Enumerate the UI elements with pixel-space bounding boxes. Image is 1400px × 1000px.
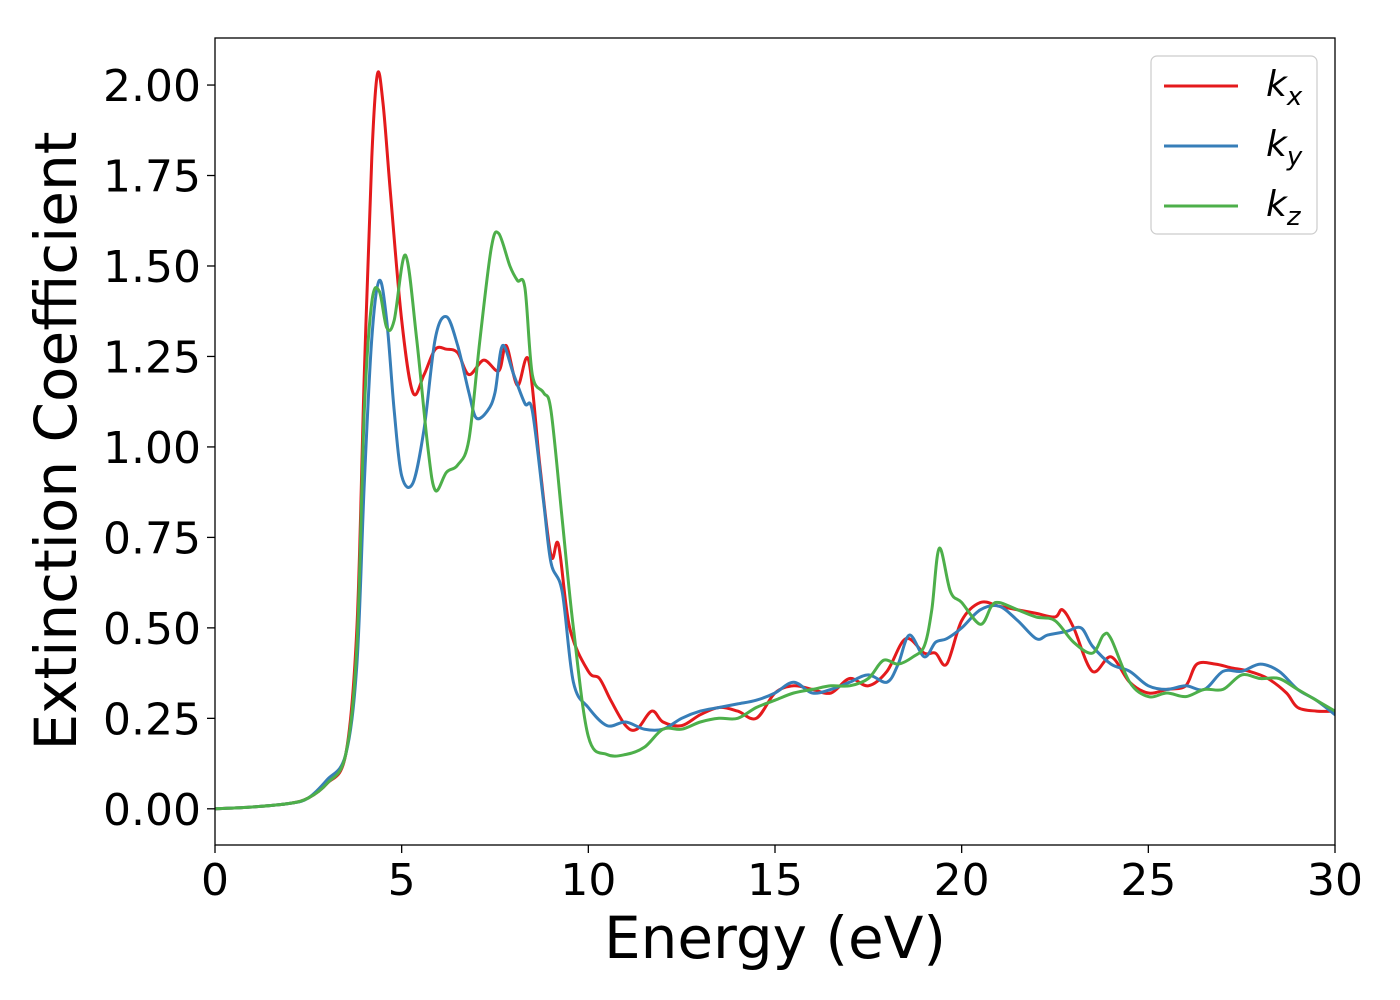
- series-line-x: [215, 70, 1335, 811]
- legend-label-x: kx: [1266, 64, 1303, 112]
- y-tick-label: 0.50: [103, 604, 201, 655]
- y-tick-label: 2.00: [103, 61, 201, 112]
- legend-label-y: ky: [1266, 124, 1303, 172]
- y-tick-label: 0.75: [103, 513, 201, 564]
- x-tick-label: 10: [560, 855, 616, 906]
- legend-label-z: kz: [1266, 184, 1302, 232]
- legend: kx ky kz: [1150, 55, 1318, 235]
- x-tick-label: 15: [747, 855, 803, 906]
- x-tick-label: 20: [934, 855, 990, 906]
- x-tick-label: 5: [388, 855, 416, 906]
- y-axis-title: Extinction Coefficient: [22, 132, 90, 751]
- y-tick-label: 1.00: [103, 423, 201, 474]
- y-tick-label: 1.75: [103, 152, 201, 203]
- y-tick-label: 1.25: [103, 332, 201, 383]
- series-layer: [215, 70, 1335, 811]
- x-tick-label: 25: [1120, 855, 1176, 906]
- x-axis: 0 5 10 15 20 25 30: [201, 845, 1363, 906]
- y-axis: 0.00 0.25 0.50 0.75 1.00 1.25 1.50 1.75 2.00: [103, 61, 215, 836]
- x-tick-label: 30: [1307, 855, 1363, 906]
- x-tick-label: 0: [201, 855, 229, 906]
- y-tick-label: 0.25: [103, 694, 201, 745]
- x-axis-title: Energy (eV): [604, 904, 946, 972]
- y-tick-label: 1.50: [103, 242, 201, 293]
- y-tick-label: 0.00: [103, 785, 201, 836]
- series-line-y: [215, 278, 1335, 811]
- series-line-z: [215, 230, 1335, 811]
